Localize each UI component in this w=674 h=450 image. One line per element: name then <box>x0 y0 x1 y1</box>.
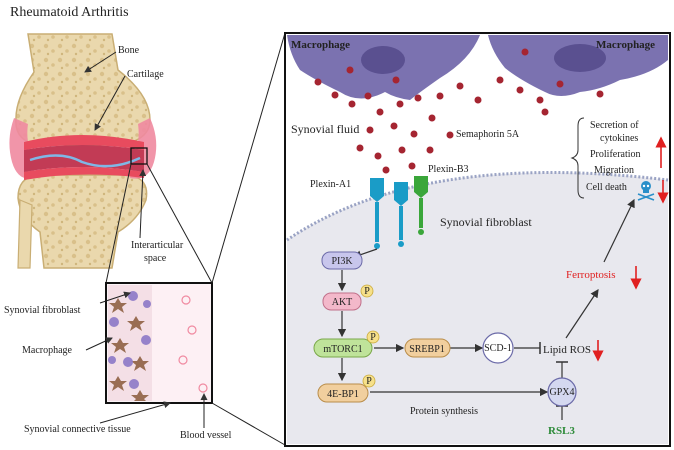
label-synovial-fibroblast: Synovial fibroblast <box>4 305 81 316</box>
arrow-ferroptosis-outcomes <box>603 198 635 263</box>
label-cartilage: Cartilage <box>127 69 164 80</box>
lower-cartilage <box>24 167 144 180</box>
pointer-fibroblast-line <box>99 291 131 304</box>
label-macrophage-right: Macrophage <box>596 39 655 51</box>
plexin-a1-receptor <box>370 178 408 249</box>
pointer-interarticular <box>139 169 147 239</box>
node-4ebp1: 4E-BP1 P <box>317 374 376 403</box>
fibroblast-cell <box>287 172 668 444</box>
pointer-cartilage <box>94 75 126 131</box>
svg-text:P: P <box>364 286 370 297</box>
svg-text:GPX4: GPX4 <box>549 387 574 398</box>
synovial-fluid-line <box>29 154 141 168</box>
outcome-cytokines: cytokines <box>600 133 638 144</box>
node-ferroptosis: Ferroptosis <box>566 269 616 281</box>
outcome-proliferation: Proliferation <box>590 149 641 160</box>
label-blood-vessel: Blood vessel <box>180 430 232 441</box>
node-lipid-ros: Lipid ROS <box>543 344 591 356</box>
label-synovial-fibroblast-panel: Synovial fibroblast <box>440 215 532 229</box>
label-macrophage: Macrophage <box>22 345 73 356</box>
node-rsl3: RSL3 <box>548 425 575 437</box>
label-plexin-b3: Plexin-B3 <box>428 164 469 175</box>
label-bone: Bone <box>118 45 140 56</box>
label-macrophage-left: Macrophage <box>291 39 350 51</box>
node-srebp1: SREBP1 <box>404 338 451 358</box>
zoom-line-panel-top <box>211 32 286 284</box>
node-scd1: SCD-1 <box>482 332 514 364</box>
pointer-macrophage <box>85 337 113 351</box>
fibula <box>17 199 33 269</box>
svg-text:SCD-1: SCD-1 <box>484 343 512 354</box>
svg-text:AKT: AKT <box>332 297 353 308</box>
pointer-bone <box>84 51 117 73</box>
label-plexin-a1: Plexin-A1 <box>310 179 351 190</box>
node-mtorc1: mTORC1 P <box>313 330 380 358</box>
lower-bone <box>17 174 148 269</box>
node-pi3k: PI3K <box>321 251 363 270</box>
zoom-square <box>130 147 148 165</box>
node-gpx4: GPX4 <box>547 377 577 407</box>
semaphorin-particles <box>314 48 604 174</box>
svg-text:mTORC1: mTORC1 <box>323 344 362 355</box>
svg-text:PI3K: PI3K <box>331 256 353 267</box>
svg-text:4E-BP1: 4E-BP1 <box>327 389 359 400</box>
label-interarticular: Interarticular <box>131 240 184 251</box>
upper-cartilage <box>24 135 144 150</box>
label-semaphorin: Semaphorin 5A <box>456 129 520 140</box>
skull-icon <box>637 181 655 201</box>
zoom-line-left <box>105 163 132 284</box>
label-protein-synthesis: Protein synthesis <box>410 406 478 417</box>
outcome-cell-death: Cell death <box>586 182 627 193</box>
zoom-line-right <box>146 163 213 284</box>
macrophage-right-nucleus <box>554 44 606 72</box>
outcome-secretion: Secretion of <box>590 120 639 131</box>
label-space: space <box>144 253 167 264</box>
node-akt: AKT P <box>322 284 374 311</box>
arrow-lipidros-ferroptosis <box>565 289 599 339</box>
plexin-b3-receptor <box>414 176 428 235</box>
label-connective-tissue: Synovial connective tissue <box>24 424 131 435</box>
outcome-migration: Migration <box>594 165 634 176</box>
svg-text:P: P <box>366 376 372 387</box>
svg-text:SREBP1: SREBP1 <box>409 344 445 355</box>
pointer-connective <box>99 401 171 424</box>
macrophage-left-nucleus <box>361 46 405 74</box>
outcome-brace <box>570 117 585 199</box>
mechanism-panel: Macrophage Macrophage Synovial fluid Sem… <box>284 32 671 447</box>
svg-text:P: P <box>370 332 376 343</box>
label-synovial-fluid: Synovial fluid <box>291 122 359 136</box>
cell-membrane <box>286 171 669 242</box>
tissue-zoom-box <box>105 282 213 404</box>
zoom-line-panel-bottom <box>211 402 286 446</box>
figure-title: Rheumatoid Arthritis <box>10 5 129 20</box>
